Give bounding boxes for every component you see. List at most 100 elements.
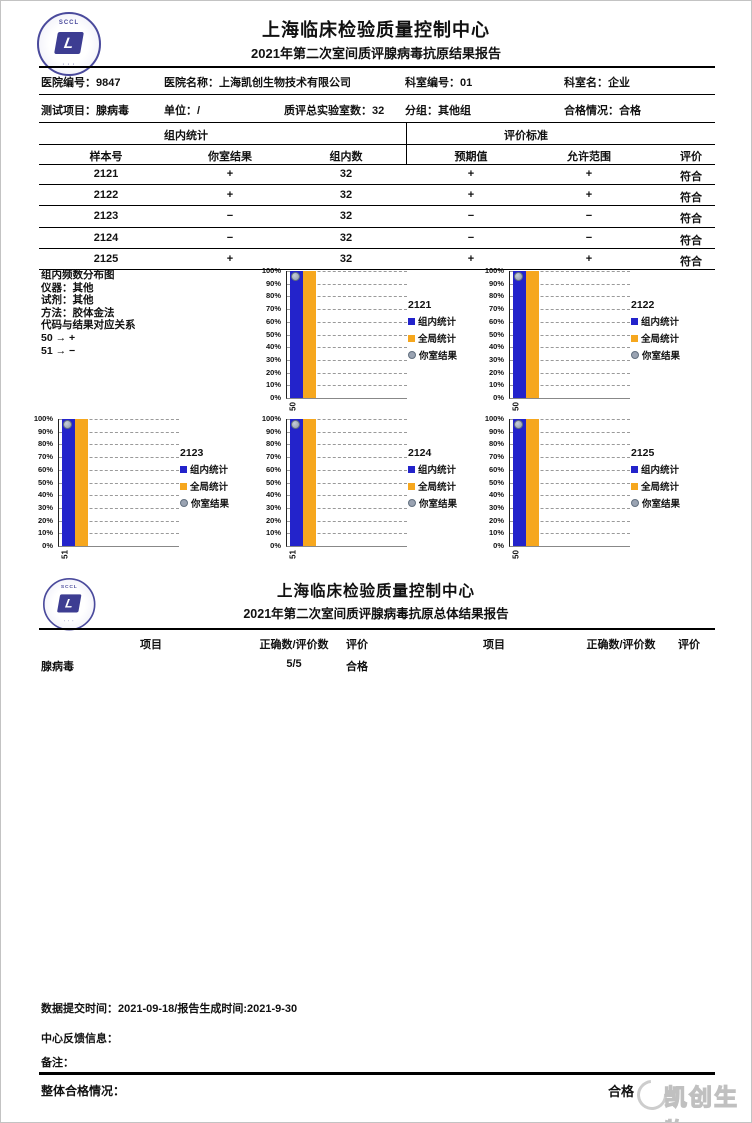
cell-evaluation: 符合 xyxy=(680,213,702,225)
column-header: 正确数/评价数 xyxy=(586,639,656,651)
summary-item: 腺病毒 xyxy=(41,661,74,673)
table-group-header-row: 组内统计 评价标准 xyxy=(39,127,715,143)
cell-expected: − xyxy=(467,232,475,244)
cell-allowed: − xyxy=(585,210,593,222)
info-pass-status: 合格情况：合格 xyxy=(564,105,641,117)
cell-group-count: 32 xyxy=(339,253,353,265)
chart-2123: 100% 90% 80% 70% 60% 50% 40% 30% 20% 10% 0% 51 212… xyxy=(28,414,260,576)
column-header: 评价 xyxy=(678,639,700,651)
cell-group-count: 32 xyxy=(339,232,353,244)
note-label: 备注： xyxy=(41,1057,74,1069)
column-header: 样本号 xyxy=(89,151,123,163)
divider xyxy=(39,205,715,206)
info-unit: 单位：/ xyxy=(164,105,201,117)
chart-y-axis: 100% 90% 80% 70% 60% 50% 40% 30% 20% 10% 0% xyxy=(484,414,504,550)
legend-square-swatch-icon xyxy=(408,334,415,342)
chart-legend: 2121 组内统计 全局统计 你室结果 xyxy=(408,299,457,362)
chart-y-axis: 100% 90% 80% 70% 60% 50% 40% 30% 20% 10% 0% xyxy=(33,414,53,550)
chart-legend-items: 组内统计全局统计你室结果 xyxy=(408,462,457,510)
cell-your-result: − xyxy=(226,232,234,244)
divider xyxy=(39,269,715,270)
chart-legend-title: 2124 xyxy=(408,447,432,459)
legend-circle-marker-icon xyxy=(631,351,639,359)
group-header: 组内统计 xyxy=(164,130,208,142)
code-map-heading: 代码与结果对应关系 xyxy=(41,319,136,332)
cell-evaluation: 符合 xyxy=(680,235,702,247)
chart-y-axis: 100% 90% 80% 70% 60% 50% 40% 30% 20% 10% 0% xyxy=(484,266,504,402)
cell-your-result: + xyxy=(226,189,234,201)
summary-header-row: 项目 正确数/评价数 评价 项目 正确数/评价数 评价 xyxy=(39,636,715,652)
chart-legend-title: 2123 xyxy=(180,447,204,459)
cell-allowed: − xyxy=(585,232,593,244)
table-row: 2123 − 32 − − 符合 xyxy=(39,210,715,226)
code-map-line: 51 → − xyxy=(41,344,76,357)
overall-pass-value: 合格 xyxy=(608,1084,635,1099)
cell-expected: + xyxy=(467,253,475,265)
chart-legend-item: 全局统计 xyxy=(408,479,457,493)
cell-sample: 2123 xyxy=(93,210,119,222)
chart-2124: 100% 90% 80% 70% 60% 50% 40% 30% 20% 10% 0% 51 212… xyxy=(256,414,488,576)
seal-ring xyxy=(37,12,101,76)
report1-title: 上海临床检验质量控制中心 xyxy=(262,20,490,40)
info-group: 分组：其他组 xyxy=(405,105,471,117)
summary-data-row: 腺病毒 5/5 合格 xyxy=(39,658,715,674)
code-map-line: 50 → + xyxy=(41,331,76,344)
cell-evaluation: 符合 xyxy=(680,192,702,204)
legend-square-swatch-icon xyxy=(180,465,187,473)
legend-square-swatch-icon xyxy=(631,317,638,325)
chart-legend-items: 组内统计 全局统计 你室结果 xyxy=(180,462,229,510)
chart-x-label: 50 xyxy=(511,550,521,559)
divider xyxy=(39,164,715,166)
seal-acronym: SCCL xyxy=(60,584,78,590)
cell-allowed: + xyxy=(585,168,593,180)
chart-2121: 100% 90% 80% 70% 60% 50% 40% 30% 20% 10% 0% 50 212… xyxy=(256,266,488,428)
column-header: 组内数 xyxy=(329,151,363,163)
divider xyxy=(39,628,715,630)
chart-legend-item: 你室结果 xyxy=(631,348,680,362)
chart-plot-area xyxy=(509,419,630,547)
chart-legend-item: 你室结果 xyxy=(408,348,457,362)
chart-legend-item: 组内统计 xyxy=(408,462,457,476)
chart-x-label: 51 xyxy=(60,550,70,559)
chart-legend: 2125 组内统计 全局统计 你室结果 xyxy=(631,447,680,510)
chart-y-axis: 100% 90% 80% 70% 60% 50% 40% 30% 20% 10% 0% xyxy=(261,266,281,402)
divider xyxy=(39,66,715,68)
column-header: 允许范围 xyxy=(567,151,611,163)
chart-legend: 2124 组内统计全局统计你室结果 xyxy=(408,447,457,510)
info-lab-count: 质评总实验室数：32 xyxy=(284,105,385,117)
chart-2125: 100% 90% 80% 70% 60% 50% 40% 30% 20% 10% 0% 50 212… xyxy=(479,414,711,576)
chart-legend-item: 你室结果 xyxy=(180,496,229,510)
legend-square-swatch-icon xyxy=(408,482,415,490)
seal-acronym: SCCL xyxy=(58,20,80,26)
cell-sample: 2121 xyxy=(93,168,119,180)
column-header: 评价 xyxy=(346,639,368,651)
table-column-header-row: 样本号 你室结果 组内数 预期值 允许范围 评价 xyxy=(39,148,715,164)
sccl-seal-logo: SCCL L · · · xyxy=(37,12,101,76)
info-dept-no: 科室编号：01 xyxy=(405,77,473,89)
chart-legend-item: 组内统计 xyxy=(408,314,457,328)
chart-legend-item: 全局统计 xyxy=(631,479,680,493)
column-header: 评价 xyxy=(680,151,702,163)
chart-legend-item: 你室结果 xyxy=(631,496,680,510)
summary-score: 5/5 xyxy=(286,658,302,670)
reagent-line: 试剂：其他 xyxy=(41,294,94,307)
legend-circle-marker-icon xyxy=(631,499,639,507)
chart-legend-item: 你室结果 xyxy=(408,496,457,510)
cell-sample: 2125 xyxy=(93,253,119,265)
seal-foot: · · · xyxy=(63,619,75,624)
column-header: 预期值 xyxy=(454,151,488,163)
info-hospital-name: 医院名称：上海凯创生物技术有限公司 xyxy=(164,77,351,89)
chart-legend-item: 组内统计 xyxy=(631,314,680,328)
chart-plot-area xyxy=(286,419,407,547)
cell-sample: 2124 xyxy=(93,232,119,244)
column-header: 项目 xyxy=(140,639,162,651)
chart-2122: 100% 90% 80% 70% 60% 50% 40% 30% 20% 10% 0% 50 212… xyxy=(479,266,711,428)
table-row: 2121 + 32 + + 符合 xyxy=(39,168,715,184)
chart-legend-item: 组内统计 xyxy=(180,462,229,476)
info-hospital-no: 医院编号：9847 xyxy=(41,77,121,89)
submit-time-line: 数据提交时间：2021-09-18/报告生成时间:2021-9-30 xyxy=(41,1003,298,1015)
legend-circle-marker-icon xyxy=(408,351,416,359)
cell-allowed: + xyxy=(585,253,593,265)
chart-legend: 2122 组内统计 全局统计 你室结果 xyxy=(631,299,680,362)
